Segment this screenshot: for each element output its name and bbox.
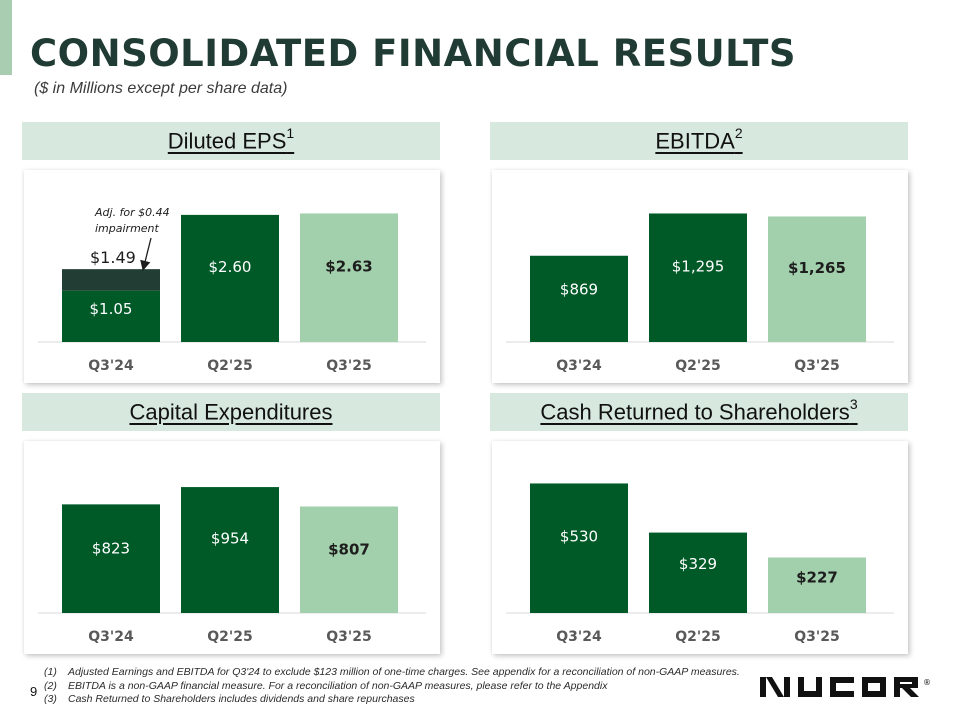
page-subtitle: ($ in Millions except per share data) [34,80,288,97]
footnote-1: (1) Adjusted Earnings and EBITDA for Q3'… [44,666,740,680]
data-label: $2.60 [209,258,252,276]
footnote-ref-2: 2 [734,125,743,142]
annotation-line-2: impairment [95,222,159,235]
bar-Q225 [181,214,279,342]
nucor-logo: ® [760,677,930,697]
section-header-eps: Diluted EPS1 [22,122,440,160]
side-accent-bar [0,0,12,75]
category-tick-label: Q3'24 [556,358,602,374]
section-title-capex: Capital Expenditures [129,399,333,425]
page-title: CONSOLIDATED FINANCIAL RESULTS [30,32,797,75]
footnote-2: (2) EBITDA is a non-GAAP financial measu… [44,680,740,694]
footnote-2-text: EBITDA is a non-GAAP financial measure. … [68,679,608,692]
chart-svg-1: $869 Q3'24 $1,295 Q2'25 $1,265 Q3'25 [506,213,894,374]
data-label: $1,265 [788,259,846,277]
chart-svg-3: $530 Q3'24 $329 Q2'25 $227 Q3'25 [506,483,894,645]
category-tick-label: Q2'25 [207,358,252,374]
chart-diluted-eps: $1.05 Q3'24 $2.60 Q2'25 $2.63 Q3'25 [24,170,440,383]
impairment-annotation: Adj. for $0.44 impairment [95,205,170,237]
chart-ebitda: $869 Q3'24 $1,295 Q2'25 $1,265 Q3'25 [492,170,908,383]
bar-Q225 [649,532,747,613]
bar-adjustment-segment [62,269,160,291]
section-title-cash-returned: Cash Returned to Shareholders [540,399,850,425]
footnote-3-text: Cash Returned to Shareholders includes d… [68,693,415,705]
data-label: $869 [560,281,598,299]
chart-cash-returned: $530 Q3'24 $329 Q2'25 $227 Q3'25 [492,441,908,654]
footnotes: (1) Adjusted Earnings and EBITDA for Q3'… [44,666,740,707]
footnote-1-number: (1) [44,666,57,678]
category-tick-label: Q3'24 [88,629,134,645]
category-tick-label: Q3'25 [794,629,839,645]
data-label: $227 [796,568,838,586]
bar-Q325 [768,216,866,342]
category-tick-label: Q2'25 [675,629,720,645]
bar-Q324 [530,255,628,342]
data-label: $823 [92,539,130,557]
bar-Q325 [768,557,866,613]
bar-Q225 [649,213,747,342]
chart-capital-expenditures: $823 Q3'24 $954 Q2'25 $807 Q3'25 [24,441,440,654]
category-tick-label: Q3'24 [556,629,602,645]
category-tick-label: Q3'25 [794,358,839,374]
chart-svg-2: $823 Q3'24 $954 Q2'25 $807 Q3'25 [38,487,426,645]
category-tick-label: Q3'24 [88,358,134,374]
footnote-ref-1: 1 [286,125,295,142]
data-label: $530 [560,528,598,546]
category-tick-label: Q3'25 [326,629,371,645]
logo-registered-mark: ® [923,678,930,687]
footnote-2-number: (2) [44,679,57,692]
data-label: $1,295 [672,257,725,275]
footnote-3-number: (3) [44,693,57,705]
category-tick-label: Q2'25 [207,629,252,645]
bar-Q324 [530,483,628,613]
category-tick-label: Q3'25 [326,358,371,374]
data-label: $329 [679,555,717,573]
bar-Q325 [300,506,398,613]
page-number: 9 [30,684,38,699]
section-header-ebitda: EBITDA2 [490,122,908,160]
bar-Q225 [181,487,279,613]
bar-Q324 [62,290,160,342]
data-label: $954 [211,530,249,548]
footnote-3: (3) Cash Returned to Shareholders includ… [44,693,740,707]
eps-total-label: $1.49 [90,248,136,267]
section-header-capex: Capital Expenditures [22,393,440,431]
footnote-1-text: Adjusted Earnings and EBITDA for Q3'24 t… [68,666,740,678]
data-label: $807 [328,540,370,558]
bar-Q325 [300,213,398,342]
annotation-line-1: Adj. for $0.44 [95,206,170,219]
chart-svg-0: $1.05 Q3'24 $2.60 Q2'25 $2.63 Q3'25 [38,213,426,374]
data-label: $2.63 [325,257,372,275]
category-tick-label: Q2'25 [675,358,720,374]
section-header-cash-returned: Cash Returned to Shareholders3 [490,393,908,431]
data-label: $1.05 [90,300,133,318]
bar-Q324 [62,504,160,613]
footnote-ref-3: 3 [849,396,858,413]
section-title-eps: Diluted EPS [167,128,287,154]
section-title-ebitda: EBITDA [655,128,735,154]
